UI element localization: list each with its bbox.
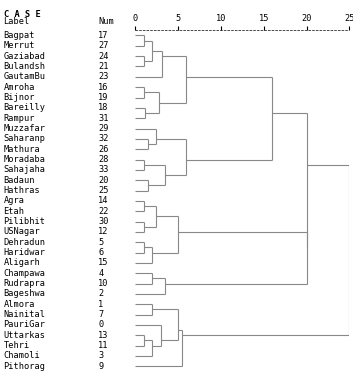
- Text: GautamBu: GautamBu: [4, 72, 46, 81]
- Text: 1: 1: [98, 300, 103, 309]
- Text: 30: 30: [98, 217, 109, 226]
- Text: 22: 22: [98, 207, 109, 216]
- Text: 18: 18: [98, 103, 109, 112]
- Text: 24: 24: [98, 52, 109, 61]
- Text: Saharanp: Saharanp: [4, 134, 46, 143]
- Text: Merrut: Merrut: [4, 41, 35, 50]
- Text: 5: 5: [98, 238, 103, 247]
- Text: 27: 27: [98, 41, 109, 50]
- Text: 7: 7: [98, 310, 103, 319]
- Text: 3: 3: [98, 351, 103, 360]
- Text: Agra: Agra: [4, 196, 24, 205]
- Text: Bareilly: Bareilly: [4, 103, 46, 112]
- Text: Dehradun: Dehradun: [4, 238, 46, 247]
- Text: 26: 26: [98, 145, 109, 154]
- Text: C A S E: C A S E: [4, 10, 40, 19]
- Text: Bulandsh: Bulandsh: [4, 62, 46, 71]
- Text: Pithorag: Pithorag: [4, 362, 46, 371]
- Text: Pilibhit: Pilibhit: [4, 217, 46, 226]
- Text: Muzzafar: Muzzafar: [4, 124, 46, 133]
- Text: 19: 19: [98, 93, 109, 102]
- Text: USNagar: USNagar: [4, 227, 40, 236]
- Text: 4: 4: [98, 269, 103, 278]
- Text: 15: 15: [98, 258, 109, 268]
- Text: Gaziabad: Gaziabad: [4, 52, 46, 61]
- Text: Bagpat: Bagpat: [4, 31, 35, 40]
- Text: Chamoli: Chamoli: [4, 351, 40, 360]
- Text: Rudrapra: Rudrapra: [4, 279, 46, 288]
- Text: 25: 25: [98, 186, 109, 195]
- Text: Bageshwa: Bageshwa: [4, 290, 46, 298]
- Text: Amroha: Amroha: [4, 83, 35, 92]
- Text: 11: 11: [98, 341, 109, 350]
- Text: 17: 17: [98, 31, 109, 40]
- Text: 14: 14: [98, 196, 109, 205]
- Text: Mathura: Mathura: [4, 145, 40, 154]
- Text: Champawa: Champawa: [4, 269, 46, 278]
- Text: Tehri: Tehri: [4, 341, 30, 350]
- Text: Rampur: Rampur: [4, 114, 35, 123]
- Text: 31: 31: [98, 114, 109, 123]
- Text: Uttarkas: Uttarkas: [4, 331, 46, 340]
- Text: Badaun: Badaun: [4, 176, 35, 185]
- Text: Aligarh: Aligarh: [4, 258, 40, 268]
- Text: PauriGar: PauriGar: [4, 320, 46, 329]
- Text: 10: 10: [98, 279, 109, 288]
- Text: Moradaba: Moradaba: [4, 155, 46, 164]
- Text: Almora: Almora: [4, 300, 35, 309]
- Text: 20: 20: [98, 176, 109, 185]
- Text: 23: 23: [98, 72, 109, 81]
- Text: Num: Num: [98, 17, 114, 26]
- Text: Hathras: Hathras: [4, 186, 40, 195]
- Text: 9: 9: [98, 362, 103, 371]
- Text: Etah: Etah: [4, 207, 24, 216]
- Text: 28: 28: [98, 155, 109, 164]
- Title: Rescaled Distance Cluster Combine: Rescaled Distance Cluster Combine: [145, 0, 339, 3]
- Text: 13: 13: [98, 331, 109, 340]
- Text: Nainital: Nainital: [4, 310, 46, 319]
- Text: Haridwar: Haridwar: [4, 248, 46, 257]
- Text: Sahajaha: Sahajaha: [4, 165, 46, 174]
- Text: 32: 32: [98, 134, 109, 143]
- Text: Label: Label: [4, 17, 30, 26]
- Text: Bijnor: Bijnor: [4, 93, 35, 102]
- Text: 6: 6: [98, 248, 103, 257]
- Text: 16: 16: [98, 83, 109, 92]
- Text: 12: 12: [98, 227, 109, 236]
- Text: 0: 0: [98, 320, 103, 329]
- Text: 33: 33: [98, 165, 109, 174]
- Text: 2: 2: [98, 290, 103, 298]
- Text: 29: 29: [98, 124, 109, 133]
- Text: 21: 21: [98, 62, 109, 71]
